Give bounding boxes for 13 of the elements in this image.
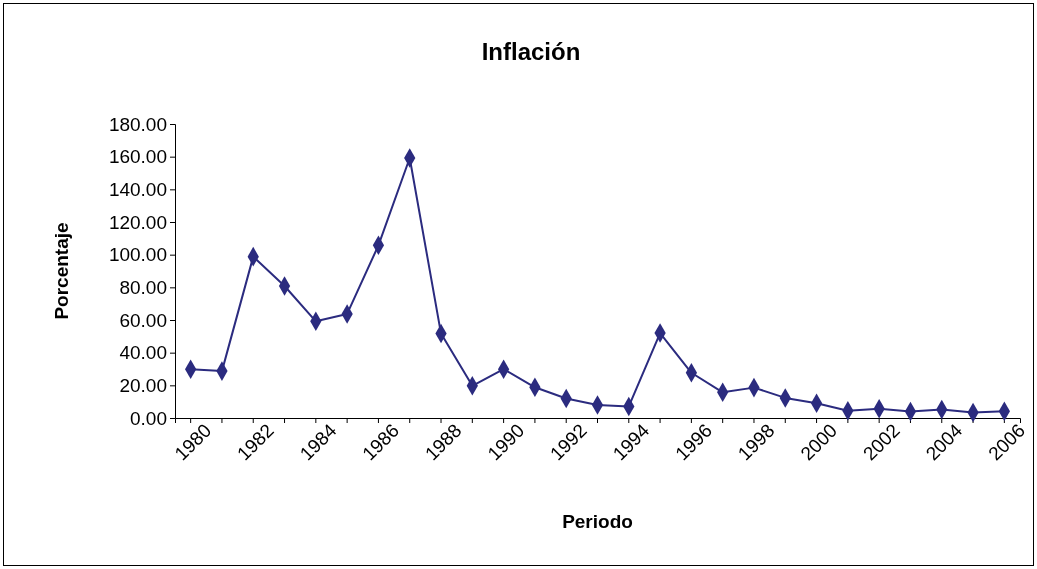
y-tick-label: 40.00 — [119, 342, 167, 364]
chart-title: Inflación — [481, 38, 581, 65]
y-tick-label: 20.00 — [119, 374, 167, 396]
y-tick-label: 120.00 — [108, 211, 167, 233]
y-tick-label: 160.00 — [108, 146, 167, 168]
y-axis-title: Porcentaje — [51, 222, 72, 320]
y-tick-label: 80.00 — [119, 276, 167, 298]
y-tick-label: 60.00 — [119, 309, 167, 331]
y-tick-label: 180.00 — [108, 113, 167, 135]
y-tick-label: 0.00 — [130, 407, 167, 429]
x-axis-title: Periodo — [562, 511, 633, 532]
y-tick-label: 140.00 — [108, 178, 167, 200]
y-tick-label: 100.00 — [108, 244, 167, 266]
